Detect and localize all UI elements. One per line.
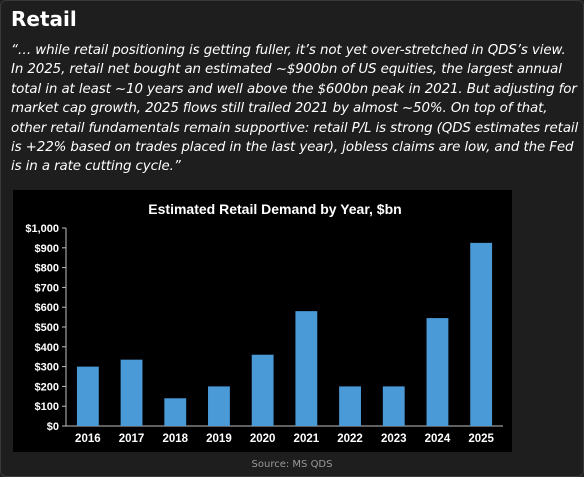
y-tick-label: $1,000 bbox=[25, 223, 59, 235]
bar-2016 bbox=[76, 366, 99, 426]
bars-group bbox=[76, 242, 493, 426]
bar-2022 bbox=[339, 386, 361, 426]
section-title: Retail bbox=[11, 7, 77, 31]
y-tick-label: $100 bbox=[35, 401, 59, 413]
x-tick-label: 2016 bbox=[75, 433, 101, 445]
x-tick-label: 2022 bbox=[337, 433, 363, 445]
x-tick-label: 2019 bbox=[206, 433, 232, 445]
bar-2021 bbox=[295, 311, 318, 426]
bar-chart: Estimated Retail Demand by Year, $bn $0$… bbox=[25, 201, 503, 445]
x-tick-label: 2025 bbox=[468, 433, 494, 445]
x-axis: 2016 2017 2018 2019 2020 2021 2022 2023 2024 2025 bbox=[66, 425, 503, 445]
y-tick-label: $900 bbox=[35, 243, 59, 255]
x-tick-label: 2018 bbox=[162, 433, 188, 445]
x-tick-label: 2021 bbox=[294, 433, 320, 445]
x-tick-label: 2017 bbox=[119, 433, 145, 445]
bar-2020 bbox=[251, 354, 274, 426]
y-tick-label: $0 bbox=[47, 421, 59, 433]
chart-title: Estimated Retail Demand by Year, $bn bbox=[148, 201, 401, 217]
y-tick-label: $700 bbox=[35, 282, 59, 294]
y-tick-label: $800 bbox=[35, 263, 59, 275]
y-axis: $0 $100 $200 $300 $400 $500 $600 $700 $800 $900 $1… bbox=[25, 223, 67, 433]
bar-2017 bbox=[120, 359, 143, 426]
bar-2018 bbox=[164, 398, 187, 426]
bar-2023 bbox=[382, 386, 405, 426]
y-tick-label: $400 bbox=[35, 342, 59, 354]
y-tick-label: $600 bbox=[35, 302, 59, 314]
y-tick-label: $200 bbox=[35, 381, 59, 393]
bar-2025 bbox=[470, 242, 493, 426]
chart-panel: Estimated Retail Demand by Year, $bn $0 $… bbox=[13, 190, 512, 452]
x-tick-label: 2020 bbox=[250, 433, 276, 445]
x-tick-label: 2023 bbox=[381, 433, 407, 445]
bar-2024 bbox=[426, 318, 449, 426]
x-tick-label: 2024 bbox=[425, 433, 451, 445]
y-tick-label: $300 bbox=[35, 362, 59, 374]
quote-text: “… while retail positioning is getting f… bbox=[11, 43, 579, 175]
y-tick-label: $500 bbox=[35, 322, 59, 334]
bar-2019 bbox=[208, 386, 230, 426]
source-note: Source: MS QDS bbox=[251, 459, 333, 470]
